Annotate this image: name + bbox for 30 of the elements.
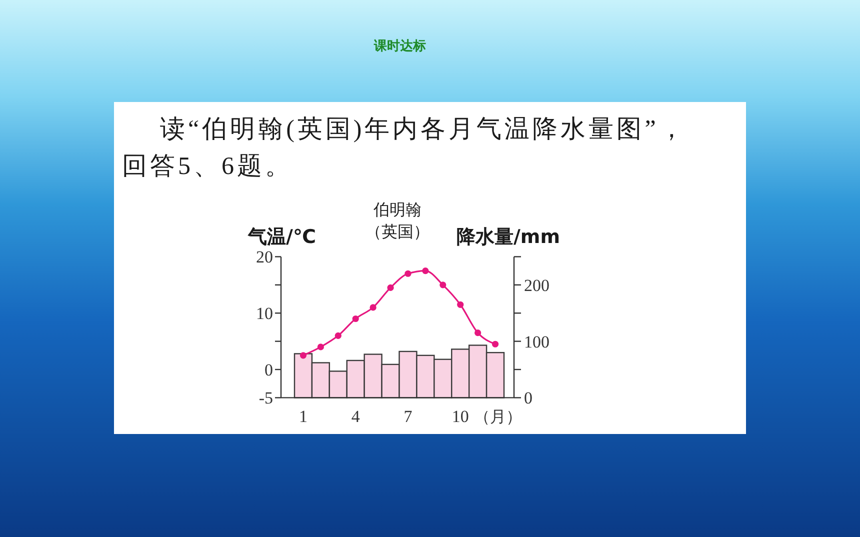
x-axis-title: （月） <box>474 407 522 426</box>
point <box>352 315 359 322</box>
text: 课时达标 <box>373 39 426 54</box>
point <box>370 304 376 311</box>
point <box>387 284 394 292</box>
point <box>457 301 464 308</box>
text: 读“伯明翰(英国)年内各月气温降水量图”，回答5、6题。 <box>122 116 687 180</box>
point <box>440 282 446 288</box>
point <box>492 340 499 348</box>
point <box>474 330 482 336</box>
y2-axis-title: 降水量/mm <box>456 226 560 248</box>
x-tick-label: 10 <box>452 407 469 426</box>
chart-subtitle: （英国） <box>366 222 430 241</box>
y2-tick-label: 100 <box>524 332 550 352</box>
y-axis-title: 气温/℃ <box>247 226 316 248</box>
y-tick-label: -5 <box>258 388 273 408</box>
point <box>300 352 307 359</box>
y2-tick-label: 0 <box>524 388 532 408</box>
y-tick-label: 20 <box>256 248 273 267</box>
point <box>404 270 412 277</box>
point <box>317 344 324 350</box>
point <box>422 268 429 274</box>
point <box>334 332 342 339</box>
x-tick-label: 4 <box>351 407 360 426</box>
chart-title: 伯明翰 <box>372 200 422 219</box>
y2-tick-label: 200 <box>524 276 550 295</box>
x-tick-label: 7 <box>404 407 413 426</box>
y-tick-label: 0 <box>264 360 273 380</box>
x-tick-label: 1 <box>298 407 308 426</box>
y-tick-label: 10 <box>256 304 273 324</box>
